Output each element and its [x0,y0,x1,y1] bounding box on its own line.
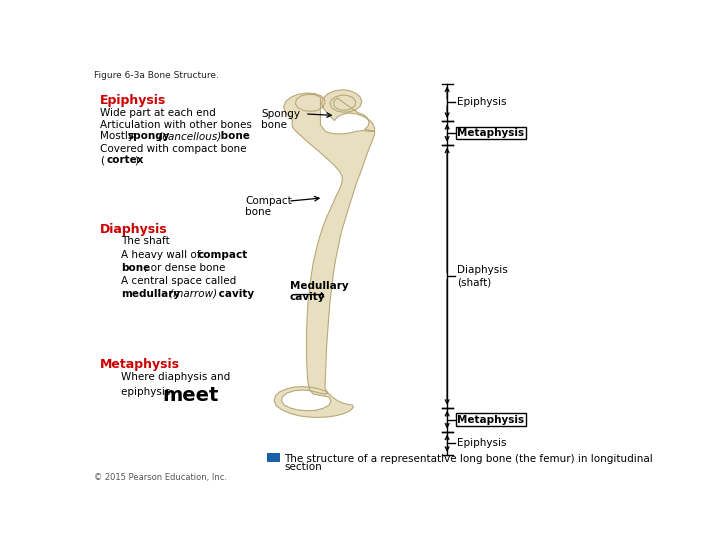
Text: cavity: cavity [289,292,325,302]
Text: Where diaphysis and: Where diaphysis and [121,372,230,382]
Text: Epiphysis: Epiphysis [457,438,507,448]
Text: section: section [284,462,322,472]
Text: Metaphysis: Metaphysis [457,128,524,138]
Text: Spongy: Spongy [261,109,300,119]
Text: Mostly: Mostly [100,131,138,141]
Text: a: a [271,453,276,462]
Text: Articulation with other bones: Articulation with other bones [100,120,252,130]
Text: Wide part at each end: Wide part at each end [100,107,216,118]
Text: ): ) [135,156,139,165]
Text: cortex: cortex [107,156,144,165]
Text: Epiphysis: Epiphysis [457,97,507,107]
Text: bone: bone [121,263,150,273]
Text: (: ( [100,156,104,165]
Text: (marrow): (marrow) [166,288,217,299]
Text: meet: meet [163,386,219,405]
Text: Covered with compact bone: Covered with compact bone [100,144,246,154]
Text: Medullary: Medullary [289,281,348,291]
Text: bone: bone [261,120,287,130]
Text: Metaphysis: Metaphysis [100,357,180,370]
Text: A central space called: A central space called [121,276,236,286]
Text: Epiphysis: Epiphysis [100,94,166,107]
Text: bone: bone [245,207,271,217]
Text: Figure 6-3a Bone Structure.: Figure 6-3a Bone Structure. [94,71,220,80]
Polygon shape [274,90,374,417]
Bar [267,453,280,462]
Text: A heavy wall of: A heavy wall of [121,250,204,260]
Text: bone: bone [217,131,250,141]
Text: (cancellous): (cancellous) [155,131,221,141]
Text: cavity: cavity [215,288,254,299]
Text: Diaphysis: Diaphysis [100,223,168,236]
Text: Metaphysis: Metaphysis [457,415,524,424]
Text: , or dense bone: , or dense bone [143,263,225,273]
Text: © 2015 Pearson Education, Inc.: © 2015 Pearson Education, Inc. [94,473,228,482]
Text: medullary: medullary [121,288,180,299]
Text: The shaft: The shaft [121,236,169,246]
Text: epiphysis: epiphysis [121,388,174,397]
Text: spongy: spongy [128,131,171,141]
Text: Compact: Compact [245,196,292,206]
Text: Diaphysis
(shaft): Diaphysis (shaft) [457,266,508,287]
Text: The structure of a representative long bone (the femur) in longitudinal: The structure of a representative long b… [284,454,653,464]
Text: compact: compact [197,250,248,260]
